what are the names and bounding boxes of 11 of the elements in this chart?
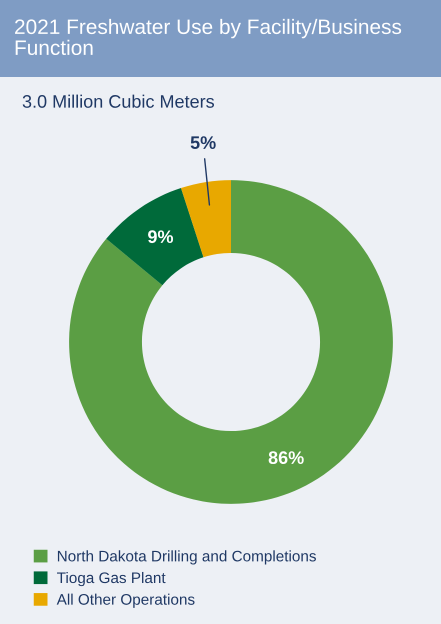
legend-label: Tioga Gas Plant <box>57 572 166 586</box>
donut-slice <box>106 188 204 286</box>
data-label: 5% <box>190 136 216 150</box>
legend-label: All Other Operations <box>56 594 195 608</box>
legend-label: North Dakota Drilling and Completions <box>58 550 316 565</box>
data-label: 86% <box>268 451 304 464</box>
chart-subtitle: 3.0 Million Cubic Meters <box>22 94 214 108</box>
donut-slice <box>180 180 231 258</box>
chart-title: 2021 Freshwater Use by Facility/Business Function <box>15 18 402 56</box>
donut-slice <box>69 180 393 504</box>
data-label: 9% <box>148 230 174 244</box>
